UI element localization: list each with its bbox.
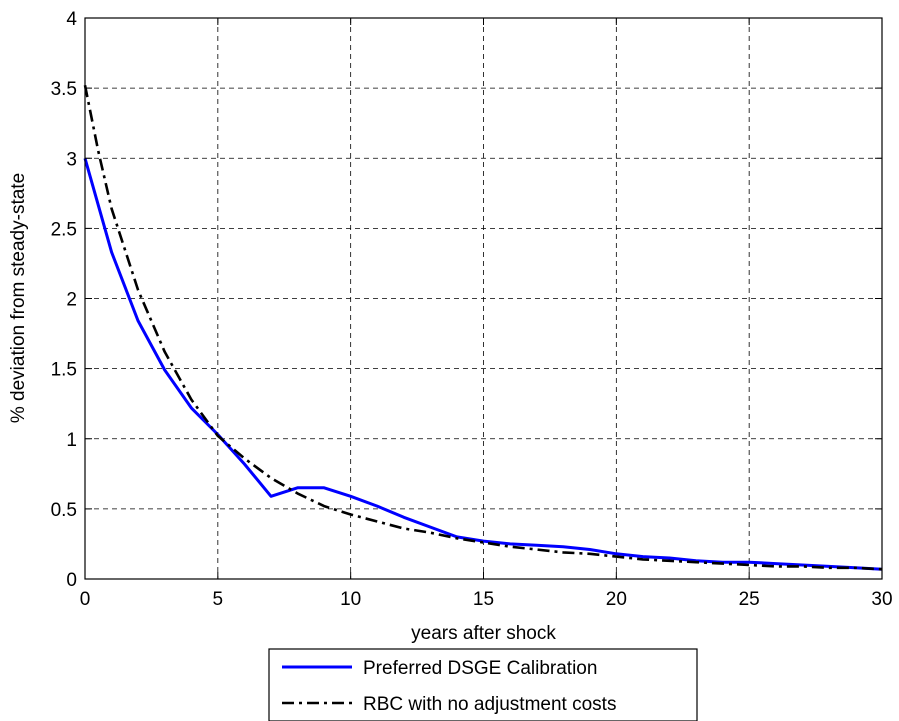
y-tick-label: 2 [66,290,77,311]
series-line-1 [83,85,883,571]
legend-label-0: Preferred DSGE Calibration [363,658,597,679]
series-layer [83,85,883,571]
x-tick-label: 5 [213,589,224,610]
y-tick-label: 0.5 [51,500,77,521]
x-axis-label: years after shock [411,623,556,644]
tick-labels: 0 5 10 15 20 25 30 0 0.5 1 1.5 2 2.5 3 3.5 4 [51,9,893,610]
x-tick-label: 0 [80,589,91,610]
legend-label-1: RBC with no adjustment costs [363,694,616,715]
grid [85,18,882,579]
x-tick-label: 10 [340,589,361,610]
x-tick-label: 25 [739,589,760,610]
ticks [84,17,883,580]
x-tick-label: 20 [606,589,627,610]
legend-box [268,648,698,721]
y-tick-label: 2.5 [51,219,77,240]
y-tick-label: 1 [66,430,77,451]
x-tick-label: 30 [871,589,892,610]
y-tick-label: 4 [66,9,77,30]
y-tick-label: 3.5 [51,79,77,100]
y-tick-label: 1.5 [51,360,77,381]
y-axis-label: % deviation from steady-state [8,173,29,423]
x-tick-label: 15 [473,589,494,610]
y-tick-label: 0 [66,570,77,591]
legend: Preferred DSGE Calibration RBC with no ad… [268,648,698,721]
y-tick-label: 3 [66,149,77,170]
